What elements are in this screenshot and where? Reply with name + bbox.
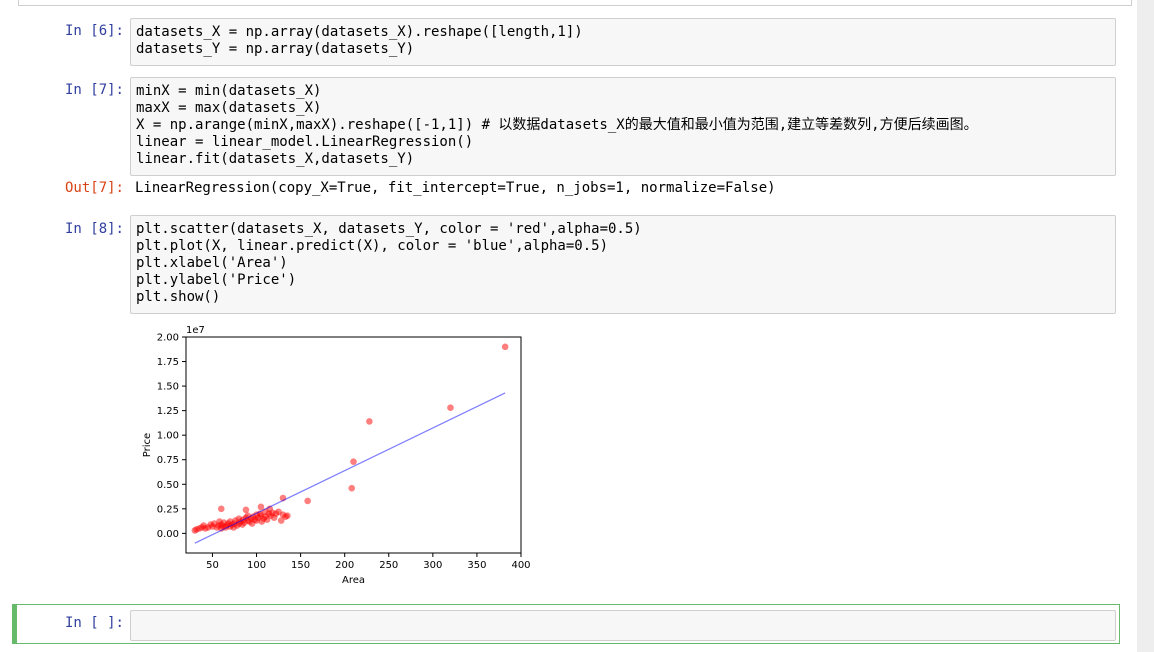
cell-8-prompt: In [8]: xyxy=(64,221,124,237)
cell-7-code: minX = min(datasets_X) maxX = max(datase… xyxy=(131,78,1115,172)
cell-empty-input[interactable] xyxy=(130,610,1116,641)
y-tick-label: 1.25 xyxy=(157,406,179,417)
scatter-point xyxy=(284,512,291,519)
y-tick-label: 1.50 xyxy=(157,382,179,393)
x-tick-label: 50 xyxy=(206,560,219,571)
scatter-point xyxy=(350,458,357,465)
code-line: X = np.arange(minX,maxX).reshape([-1,1])… xyxy=(136,117,978,133)
code-line: linear = linear_model.LinearRegression() xyxy=(136,134,474,150)
previous-cell-edge xyxy=(18,0,1132,6)
code-line: datasets_Y = np.array(datasets_Y) xyxy=(136,41,415,57)
x-tick-label: 100 xyxy=(247,560,266,571)
y-axis-label: Price xyxy=(142,433,153,457)
y-tick-label: 1.75 xyxy=(157,357,179,368)
cell-7-output-prompt: Out[7]: xyxy=(64,180,124,196)
plot-frame xyxy=(185,336,522,554)
cell-6-input[interactable]: datasets_X = np.array(datasets_X).reshap… xyxy=(130,18,1116,66)
scatter-point xyxy=(304,497,311,505)
cell-7-output-text: LinearRegression(copy_X=True, fit_interc… xyxy=(135,180,776,196)
code-line: plt.scatter(datasets_X, datasets_Y, colo… xyxy=(136,221,642,237)
cell-6-code: datasets_X = np.array(datasets_X).reshap… xyxy=(131,19,1115,62)
scatter-point xyxy=(348,484,356,492)
active-cell[interactable] xyxy=(12,604,1120,644)
y-tick-label: 0.25 xyxy=(157,504,179,515)
plot-output: 50 100 150 200 250 300 350 400 0.00 0.25 0.50 0.75 1… xyxy=(130,320,540,594)
code-line: maxX = max(datasets_X) xyxy=(136,100,322,116)
x-tick-label: 400 xyxy=(511,560,530,571)
x-tick-label: 150 xyxy=(291,560,310,571)
y-offset-text: 1e7 xyxy=(186,325,205,336)
x-tick-label: 350 xyxy=(467,560,486,571)
code-line: minX = min(datasets_X) xyxy=(136,83,322,99)
code-line: plt.ylabel('Price') xyxy=(136,272,297,288)
y-tick-label: 0.75 xyxy=(157,455,179,466)
x-tick-label: 200 xyxy=(335,560,354,571)
scatter-chart: 50 100 150 200 250 300 350 400 0.00 0.25 0.50 0.75 1… xyxy=(142,325,531,586)
code-line: linear.fit(datasets_X,datasets_Y) xyxy=(136,151,415,167)
y-tick-label: 0.50 xyxy=(157,480,179,491)
code-line: datasets_X = np.array(datasets_X).reshap… xyxy=(136,24,583,40)
cell-8-code: plt.scatter(datasets_X, datasets_Y, colo… xyxy=(131,216,1115,310)
scatter-point xyxy=(277,517,285,524)
scatter-point xyxy=(257,503,265,511)
scatter-point xyxy=(447,404,454,411)
page-scroll-strip[interactable] xyxy=(1137,0,1154,652)
code-line: plt.show() xyxy=(136,289,221,305)
cell-empty-prompt: In [ ]: xyxy=(64,615,124,631)
scatter-point xyxy=(366,418,373,425)
cell-6-prompt: In [6]: xyxy=(64,23,124,39)
x-axis-label: Area xyxy=(342,575,365,586)
x-tick-label: 300 xyxy=(423,560,442,571)
y-tick-label: 1.00 xyxy=(157,431,179,442)
scatter-point xyxy=(242,506,250,514)
cell-7-prompt: In [7]: xyxy=(64,82,124,98)
y-tick-label: 2.00 xyxy=(157,333,179,344)
cell-empty-code xyxy=(131,611,1115,620)
code-line: plt.plot(X, linear.predict(X), color = '… xyxy=(136,238,609,254)
regression-line xyxy=(194,392,506,544)
scatter-point xyxy=(217,505,225,513)
code-line: plt.xlabel('Area') xyxy=(136,255,288,271)
scatter-point xyxy=(501,343,509,351)
cell-7-input[interactable]: minX = min(datasets_X) maxX = max(datase… xyxy=(130,77,1116,176)
x-tick-label: 250 xyxy=(379,560,398,571)
y-tick-label: 0.00 xyxy=(157,529,179,540)
cell-8-input[interactable]: plt.scatter(datasets_X, datasets_Y, colo… xyxy=(130,215,1116,314)
